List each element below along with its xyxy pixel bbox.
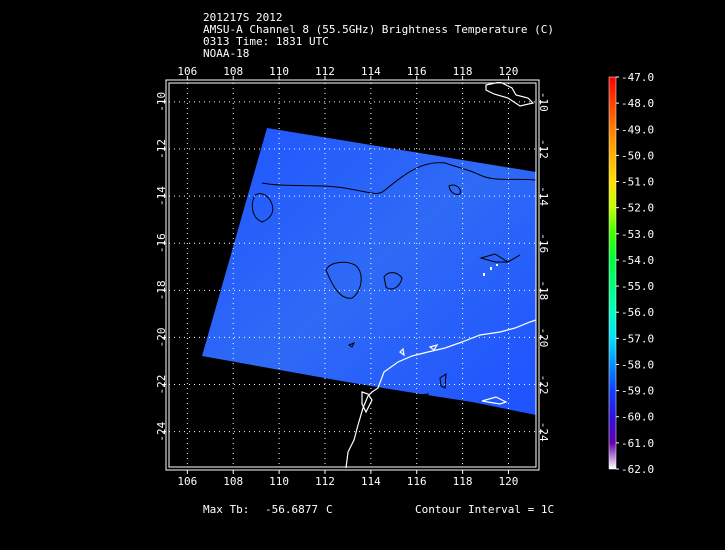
lon-label-bottom: 112 [315, 475, 335, 488]
lat-label-right: -12 [537, 139, 550, 159]
lon-label-bottom: 120 [499, 475, 519, 488]
lon-label-bottom: 114 [361, 475, 381, 488]
lat-label-right: -24 [537, 422, 550, 442]
colorbar-scale [608, 76, 617, 470]
lat-label-left: -22 [155, 375, 168, 395]
colorbar-label: -48.0 [621, 97, 654, 110]
lat-label-left: -12 [155, 139, 168, 159]
lat-labels-right: -10 -12 -14 -16 -18 -20 -22 -24 [537, 92, 550, 442]
lon-label-bottom: 118 [453, 475, 473, 488]
lon-label-bottom: 108 [223, 475, 243, 488]
colorbar-label: -55.0 [621, 280, 654, 293]
lon-label-top: 116 [407, 65, 427, 78]
lat-label-left: -16 [155, 233, 168, 253]
title-line-4: NOAA-18 [203, 47, 250, 60]
lat-label-right: -16 [537, 233, 550, 253]
colorbar-label: -61.0 [621, 437, 654, 450]
title-line-3: 0313 Time: 1831 UTC [203, 35, 329, 48]
title-line-2: AMSU-A Channel 8 (55.5GHz) Brightness Te… [203, 23, 554, 36]
lon-label-top: 106 [177, 65, 197, 78]
lon-label-top: 114 [361, 65, 381, 78]
lat-label-left: -18 [155, 280, 168, 300]
colorbar-label: -49.0 [621, 123, 654, 136]
map-frame [165, 79, 540, 471]
lat-label-right: -18 [537, 280, 550, 300]
coastline [345, 82, 537, 468]
colorbar-label: -54.0 [621, 254, 654, 267]
lon-label-top: 120 [499, 65, 519, 78]
colorbar-label: -58.0 [621, 358, 654, 371]
colorbar-label: -60.0 [621, 411, 654, 424]
lon-label-top: 112 [315, 65, 335, 78]
colorbar-label: -62.0 [621, 463, 654, 476]
lat-label-right: -20 [537, 327, 550, 347]
contour-lines [251, 162, 537, 398]
colorbar-label: -47.0 [621, 71, 654, 84]
lat-labels-left: -10 -12 -14 -16 -18 -20 -22 -24 [155, 92, 168, 442]
lat-label-right: -10 [537, 92, 550, 112]
lat-label-left: -10 [155, 92, 168, 112]
lon-label-bottom: 106 [177, 475, 197, 488]
lon-label-top: 118 [453, 65, 473, 78]
frame-ticks [162, 76, 543, 474]
lat-label-right: -22 [537, 375, 550, 395]
lon-label-top: 110 [269, 65, 289, 78]
colorbar: -47.0 -48.0 -49.0 -50.0 -51.0 -52.0 -53.0 -54.0… [608, 71, 654, 476]
lat-lon-grid [169, 83, 536, 467]
lat-label-right: -14 [537, 186, 550, 206]
colorbar-label: -57.0 [621, 332, 654, 345]
lon-label-bottom: 116 [407, 475, 427, 488]
lon-labels-bottom: 106 108 110 112 114 116 118 120 [177, 475, 518, 488]
lon-labels-top: 106 108 110 112 114 116 118 120 [177, 65, 518, 78]
colorbar-label: -53.0 [621, 228, 654, 241]
colorbar-label: -59.0 [621, 385, 654, 398]
colorbar-label: -51.0 [621, 176, 654, 189]
max-tb-label: Max Tb: [203, 503, 250, 516]
lat-label-left: -20 [155, 327, 168, 347]
colorbar-label: -52.0 [621, 202, 654, 215]
max-tb-unit: C [326, 503, 333, 516]
lon-label-bottom: 110 [269, 475, 289, 488]
contour-interval: Contour Interval = 1C [415, 503, 555, 516]
colorbar-label: -50.0 [621, 149, 654, 162]
lon-label-top: 108 [223, 65, 243, 78]
max-tb-value: -56.6877 [265, 503, 318, 516]
title-line-1: 201217S 2012 [203, 11, 283, 24]
colorbar-label: -56.0 [621, 306, 654, 319]
satellite-swath [202, 128, 536, 415]
lat-label-left: -14 [155, 186, 168, 206]
lat-label-left: -24 [155, 421, 168, 441]
